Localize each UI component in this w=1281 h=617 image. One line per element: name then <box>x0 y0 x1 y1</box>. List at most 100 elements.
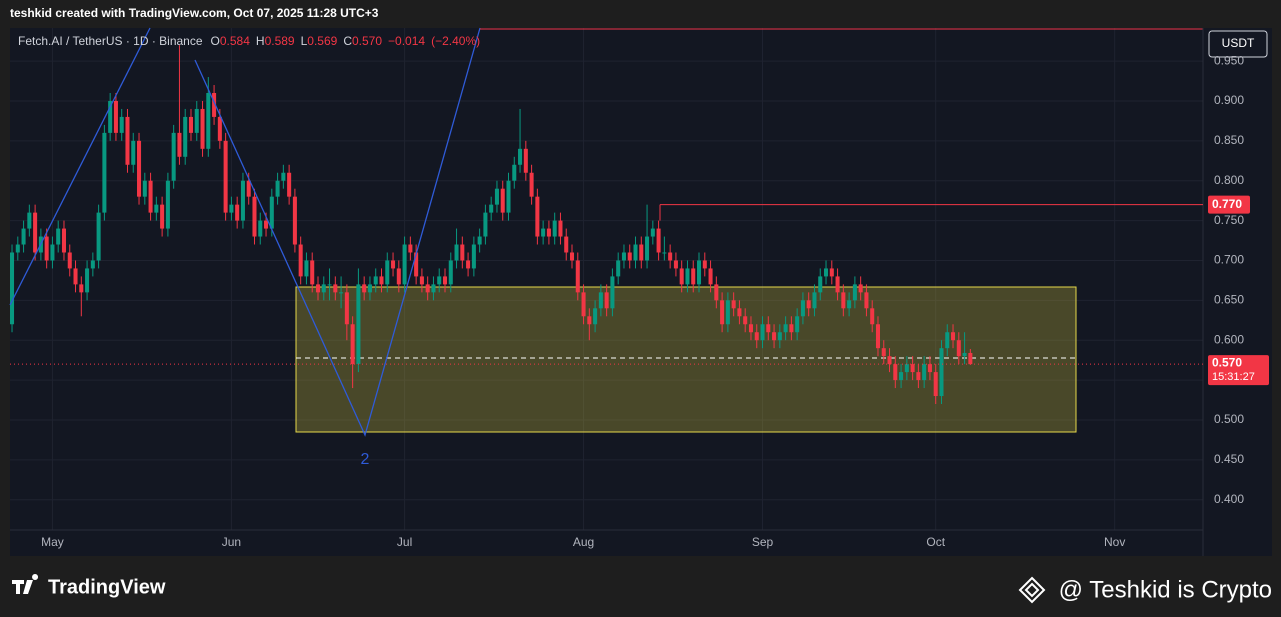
candle-body <box>541 228 546 237</box>
candle-body <box>887 356 892 365</box>
candle-body <box>656 228 661 253</box>
candle-body <box>587 316 592 325</box>
candle-body <box>356 284 361 365</box>
candle-body <box>425 284 430 293</box>
candle-body <box>379 276 384 285</box>
candle-body <box>212 92 217 117</box>
ohlc-value: 0.589 <box>264 34 295 48</box>
candle-body <box>494 188 499 205</box>
candle-body <box>269 196 274 229</box>
candle-body <box>350 324 355 365</box>
candle-body <box>442 276 448 285</box>
level-tag <box>1208 195 1250 214</box>
candle-body <box>287 172 292 197</box>
candle-body <box>396 268 401 285</box>
candle-body <box>679 268 684 285</box>
candle-body <box>673 260 678 269</box>
trend-line <box>194 27 481 437</box>
candle-body <box>448 260 453 285</box>
candle-body <box>264 220 269 229</box>
candle-body <box>899 372 904 381</box>
candle-body <box>471 244 476 269</box>
symbol-header: Fetch.AI / TetherUS · 1D · Binance O0.584… <box>18 34 486 48</box>
candle-body <box>893 364 898 381</box>
candle-body <box>812 292 817 309</box>
candle-body <box>593 308 598 325</box>
y-tick-label: 0.800 <box>1214 173 1244 187</box>
candle-body <box>870 308 875 325</box>
candle-body <box>696 260 702 285</box>
ohlc-value: 0.570 <box>352 34 383 48</box>
candle-body <box>73 268 78 285</box>
candle-body <box>933 372 938 397</box>
candle-body <box>154 204 159 213</box>
candle-body <box>800 300 805 317</box>
candle-body <box>731 300 736 309</box>
candle-body <box>477 236 482 245</box>
candle-body <box>419 276 424 285</box>
candle-body <box>489 204 494 213</box>
ohlc-label: O <box>210 34 220 48</box>
range-box <box>295 286 1077 433</box>
candle-body <box>645 236 650 261</box>
candle-body <box>743 316 748 325</box>
candle-body <box>754 332 759 341</box>
candle-body <box>535 196 540 237</box>
candle-body <box>691 268 696 285</box>
candle-body <box>194 108 199 133</box>
candle-body <box>431 284 436 293</box>
candle-body <box>79 284 84 293</box>
candle-body <box>708 268 713 285</box>
candle-body <box>327 284 332 286</box>
candle-body <box>518 148 523 165</box>
candle-body <box>206 92 211 149</box>
candle-body <box>85 268 90 293</box>
ohlc-value: 0.569 <box>307 34 338 48</box>
candle-body <box>281 172 286 181</box>
candle-body <box>847 300 852 309</box>
candle-body <box>714 284 719 301</box>
candle-body <box>367 284 372 293</box>
candle-body <box>823 268 829 277</box>
ohlc-label: C <box>343 34 352 48</box>
candle-body <box>160 204 165 229</box>
currency[interactable]: USDT <box>1222 36 1255 50</box>
candle-body <box>835 276 840 293</box>
candle-body <box>391 260 396 269</box>
candles <box>10 45 973 405</box>
candle-body <box>512 164 517 181</box>
candle-body <box>685 268 690 285</box>
x-tick-label: Sep <box>752 535 774 549</box>
candle-body <box>864 292 869 309</box>
candle-body <box>662 252 667 254</box>
candle-body <box>858 284 863 293</box>
candle-body <box>621 252 626 261</box>
watermark-icon <box>1018 576 1046 604</box>
currency-box[interactable] <box>1208 30 1268 58</box>
candle-body <box>841 292 846 309</box>
y-tick-label: 0.700 <box>1214 253 1244 267</box>
trend-line <box>9 27 151 306</box>
change: −0.014 <box>388 34 426 48</box>
candle-body <box>165 180 170 229</box>
candle-body <box>200 108 205 149</box>
candle-body <box>466 260 471 269</box>
candle-body <box>783 324 788 333</box>
candle-body <box>968 352 973 365</box>
candle-body <box>939 348 944 397</box>
candle-body <box>945 332 950 349</box>
candle-body <box>90 260 95 269</box>
logo-text: TradingView <box>48 576 166 598</box>
candle-body <box>310 260 315 285</box>
candle-body <box>33 212 38 253</box>
candle-body <box>385 260 390 285</box>
candle-body <box>275 180 280 197</box>
candle-body <box>27 212 32 229</box>
candle-body <box>927 364 932 373</box>
countdown: 15:31:27 <box>1212 371 1255 383</box>
candle-body <box>795 316 800 333</box>
candle-body <box>437 276 442 285</box>
y-tick-label: 0.900 <box>1214 93 1244 107</box>
